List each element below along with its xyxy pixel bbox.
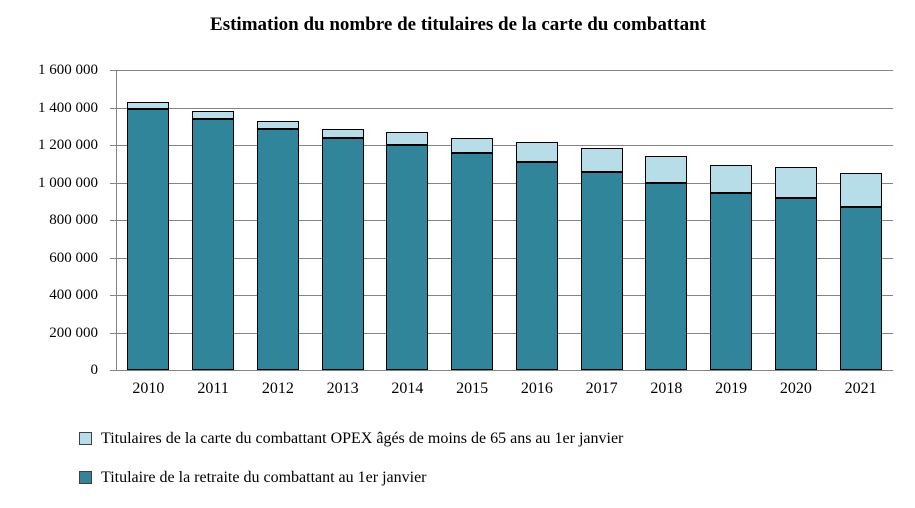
x-axis-tick-label: 2016 [520, 380, 553, 397]
y-axis-tick-label: 200 000 [49, 324, 98, 341]
bar-segment-2013-series0 [321, 129, 364, 138]
bar-segment-2016-series1 [515, 161, 558, 370]
plot-area [116, 70, 893, 371]
y-axis-tick [110, 220, 116, 221]
x-axis-tick-label: 2013 [326, 380, 359, 397]
gridline [116, 370, 893, 371]
y-axis-tick-label: 600 000 [49, 249, 98, 266]
bar-segment-2021-series1 [839, 206, 882, 370]
legend-label: Titulaire de la retraite du combattant a… [101, 469, 427, 486]
bar-segment-2014-series0 [386, 131, 429, 145]
bar-segment-2017-series0 [580, 147, 623, 173]
gridline [116, 70, 893, 71]
y-axis-tick-label: 800 000 [49, 212, 98, 228]
y-axis-tick-label: 1 600 000 [38, 62, 98, 78]
bar-segment-2016-series0 [515, 142, 558, 162]
x-axis-tick-label: 2014 [391, 380, 424, 397]
y-axis-tick-label: 1 400 000 [38, 99, 98, 116]
chart-title: Estimation du nombre de titulaires de la… [210, 14, 706, 35]
bar-segment-2011-series0 [192, 111, 235, 119]
x-axis-tick-label: 2019 [715, 380, 748, 397]
bar-segment-2013-series1 [321, 137, 364, 370]
y-axis-tick [110, 182, 116, 184]
x-axis-tick-label: 2021 [844, 380, 877, 397]
legend-swatch-icon [79, 432, 92, 445]
bar-segment-2017-series1 [580, 172, 623, 370]
gridline [116, 332, 893, 334]
gridline [116, 182, 893, 184]
bar-segment-2010-series0 [127, 101, 170, 110]
bar-segment-2012-series0 [256, 120, 299, 130]
gridline [116, 295, 893, 296]
y-axis-tick [110, 70, 116, 71]
y-axis-tick [110, 370, 116, 371]
x-axis-tick-label: 2010 [132, 380, 165, 397]
bar-segment-2015-series0 [451, 137, 494, 153]
y-axis-tick-label: 400 000 [49, 287, 98, 303]
gridline [116, 257, 893, 259]
y-axis-tick [110, 332, 116, 334]
x-axis-tick-label: 2017 [585, 380, 618, 397]
bar-segment-2018-series1 [645, 182, 688, 370]
bar-segment-2020-series0 [774, 166, 817, 199]
gridline [116, 220, 893, 221]
x-axis-tick-label: 2011 [197, 380, 229, 397]
bar-segment-2015-series1 [451, 152, 494, 370]
legend-item-1: Titulaire de la retraite du combattant a… [79, 469, 623, 487]
legend-item-0: Titulaires de la carte du combattant OPE… [79, 430, 623, 448]
bar-segment-2019-series1 [710, 192, 753, 370]
legend-swatch-icon [79, 471, 92, 484]
gridline [116, 107, 893, 109]
x-axis-tick-label: 2018 [650, 380, 683, 397]
bar-segment-2012-series1 [256, 129, 299, 370]
gridline [116, 145, 893, 146]
legend-label: Titulaires de la carte du combattant OPE… [101, 430, 624, 447]
y-axis-tick [110, 107, 116, 109]
bar-segment-2014-series1 [386, 145, 429, 370]
x-axis-tick-label: 2015 [456, 380, 489, 397]
y-axis-tick [110, 257, 116, 259]
y-axis-tick [110, 295, 116, 296]
bar-segment-2021-series0 [839, 173, 882, 207]
x-axis-tick-label: 2012 [261, 380, 294, 397]
x-axis-tick-label: 2020 [779, 380, 812, 397]
bar-segment-2011-series1 [192, 118, 235, 370]
y-axis-tick-label: 1 200 000 [38, 137, 98, 153]
bar-segment-2019-series0 [710, 164, 753, 193]
bar-segment-2010-series1 [127, 109, 170, 370]
bar-segment-2018-series0 [645, 156, 688, 183]
legend: Titulaires de la carte du combattant OPE… [79, 430, 623, 508]
y-axis-tick [110, 145, 116, 146]
bar-segment-2020-series1 [774, 198, 817, 370]
y-axis-tick-label: 0 [90, 362, 99, 378]
y-axis-tick-label: 1 000 000 [38, 174, 98, 191]
